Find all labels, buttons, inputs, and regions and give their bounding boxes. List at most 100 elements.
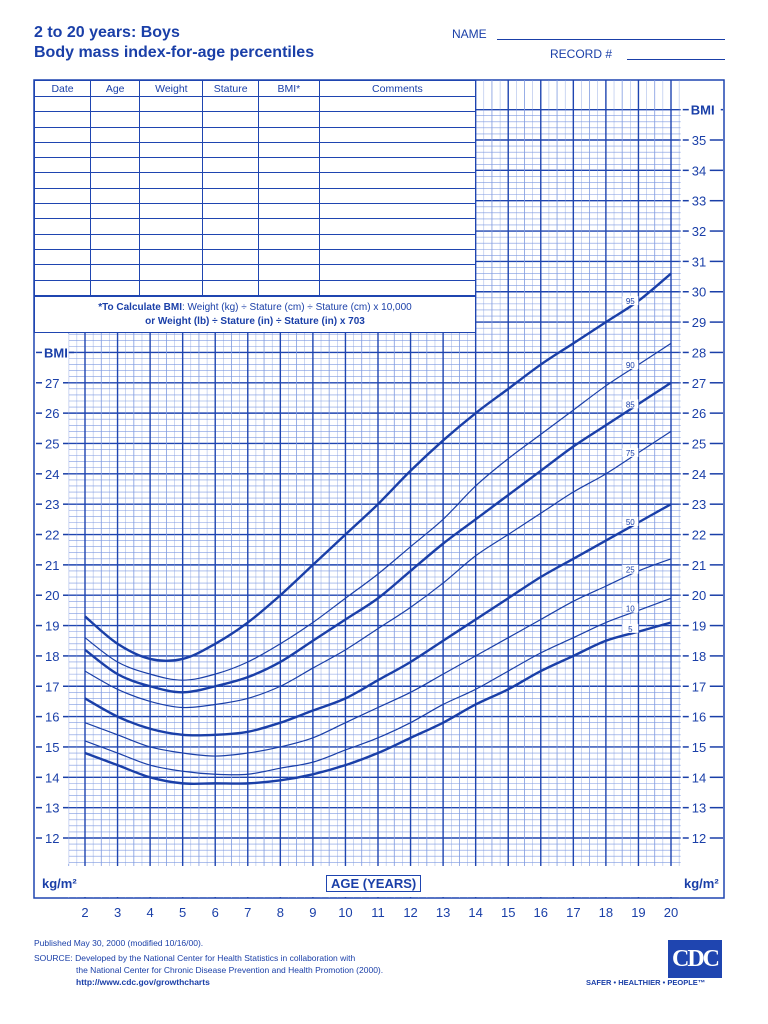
table-cell[interactable] — [318, 157, 477, 174]
table-cell[interactable] — [202, 187, 259, 205]
table-cell[interactable] — [318, 111, 477, 128]
table-cell[interactable] — [33, 187, 92, 205]
table-cell[interactable] — [139, 203, 204, 220]
table-cell[interactable] — [257, 218, 320, 235]
table-cell[interactable] — [318, 95, 477, 113]
table-cell[interactable] — [33, 157, 92, 174]
table-cell[interactable] — [318, 248, 477, 266]
table-cell[interactable] — [139, 264, 204, 281]
table-cell[interactable] — [139, 126, 204, 143]
table-cell[interactable] — [90, 233, 141, 250]
table-cell[interactable] — [318, 203, 477, 220]
table-cell[interactable] — [318, 187, 477, 205]
cdc-tagline: SAFER • HEALTHIER • PEOPLE™ — [586, 978, 706, 987]
table-cell[interactable] — [139, 172, 204, 189]
y-tick-label: 25 — [45, 436, 59, 451]
table-cell[interactable] — [90, 187, 141, 205]
table-cell[interactable] — [257, 264, 320, 281]
y-axis-label-right: BMI — [691, 103, 715, 118]
table-cell[interactable] — [33, 218, 92, 235]
chart-title: 2 to 20 years: Boys — [34, 24, 180, 41]
table-cell[interactable] — [90, 95, 141, 113]
table-cell[interactable] — [33, 111, 92, 128]
percentile-curve-25 — [84, 558, 672, 757]
table-cell[interactable] — [257, 203, 320, 220]
table-cell[interactable] — [33, 95, 92, 113]
table-cell[interactable] — [257, 187, 320, 205]
table-cell[interactable] — [257, 172, 320, 189]
record-field[interactable] — [627, 47, 725, 60]
table-cell[interactable] — [90, 203, 141, 220]
table-cell[interactable] — [318, 126, 477, 143]
table-cell[interactable] — [33, 141, 92, 159]
table-cell[interactable] — [139, 157, 204, 174]
y-tick-label: 18 — [692, 649, 706, 664]
y-tick-label: 19 — [45, 619, 59, 634]
table-cell[interactable] — [90, 279, 141, 297]
table-cell[interactable] — [257, 126, 320, 143]
table-cell[interactable] — [139, 248, 204, 266]
table-cell[interactable] — [202, 264, 259, 281]
y-tick-label: 21 — [692, 558, 706, 573]
table-cell[interactable] — [90, 172, 141, 189]
y-tick-label: 27 — [692, 376, 706, 391]
table-cell[interactable] — [257, 157, 320, 174]
table-cell[interactable] — [139, 95, 204, 113]
name-field[interactable] — [497, 27, 725, 40]
table-cell[interactable] — [33, 233, 92, 250]
table-cell[interactable] — [257, 233, 320, 250]
table-cell[interactable] — [139, 218, 204, 235]
table-cell[interactable] — [139, 141, 204, 159]
table-cell[interactable] — [90, 111, 141, 128]
x-tick-label: 18 — [599, 905, 613, 920]
table-cell[interactable] — [318, 172, 477, 189]
table-cell[interactable] — [318, 279, 477, 297]
table-cell[interactable] — [90, 157, 141, 174]
table-cell[interactable] — [90, 248, 141, 266]
x-tick-label: 16 — [534, 905, 548, 920]
table-cell[interactable] — [90, 264, 141, 281]
table-cell[interactable] — [202, 141, 259, 159]
table-cell[interactable] — [202, 233, 259, 250]
table-cell[interactable] — [202, 218, 259, 235]
table-row — [33, 111, 477, 128]
table-cell[interactable] — [33, 248, 92, 266]
table-cell[interactable] — [202, 157, 259, 174]
table-cell[interactable] — [318, 141, 477, 159]
table-cell[interactable] — [90, 126, 141, 143]
table-cell[interactable] — [257, 141, 320, 159]
table-cell[interactable] — [202, 126, 259, 143]
table-cell[interactable] — [257, 111, 320, 128]
table-cell[interactable] — [139, 279, 204, 297]
table-cell[interactable] — [139, 233, 204, 250]
table-cell[interactable] — [33, 264, 92, 281]
table-cell[interactable] — [139, 187, 204, 205]
table-cell[interactable] — [202, 248, 259, 266]
table-cell[interactable] — [202, 172, 259, 189]
table-cell[interactable] — [202, 203, 259, 220]
x-tick-label: 2 — [81, 905, 88, 920]
source-url[interactable]: http://www.cdc.gov/growthcharts — [76, 977, 210, 987]
table-cell[interactable] — [257, 248, 320, 266]
table-cell[interactable] — [318, 264, 477, 281]
table-cell[interactable] — [33, 203, 92, 220]
y-tick-label: 24 — [45, 467, 59, 482]
table-cell[interactable] — [33, 126, 92, 143]
table-cell[interactable] — [257, 95, 320, 113]
table-cell[interactable] — [202, 111, 259, 128]
table-cell[interactable] — [202, 279, 259, 297]
source-line2: the National Center for Chronic Disease … — [76, 965, 384, 975]
table-cell[interactable] — [318, 233, 477, 250]
table-cell[interactable] — [318, 218, 477, 235]
table-cell[interactable] — [257, 279, 320, 297]
table-cell[interactable] — [202, 95, 259, 113]
right-axis-band — [680, 81, 723, 864]
curve-label-10: 10 — [626, 604, 635, 613]
table-row — [33, 264, 477, 281]
table-cell[interactable] — [139, 111, 204, 128]
table-cell[interactable] — [33, 279, 92, 297]
table-cell[interactable] — [90, 141, 141, 159]
table-cell[interactable] — [90, 218, 141, 235]
table-cell[interactable] — [33, 172, 92, 189]
percentile-curve-95 — [84, 272, 672, 663]
